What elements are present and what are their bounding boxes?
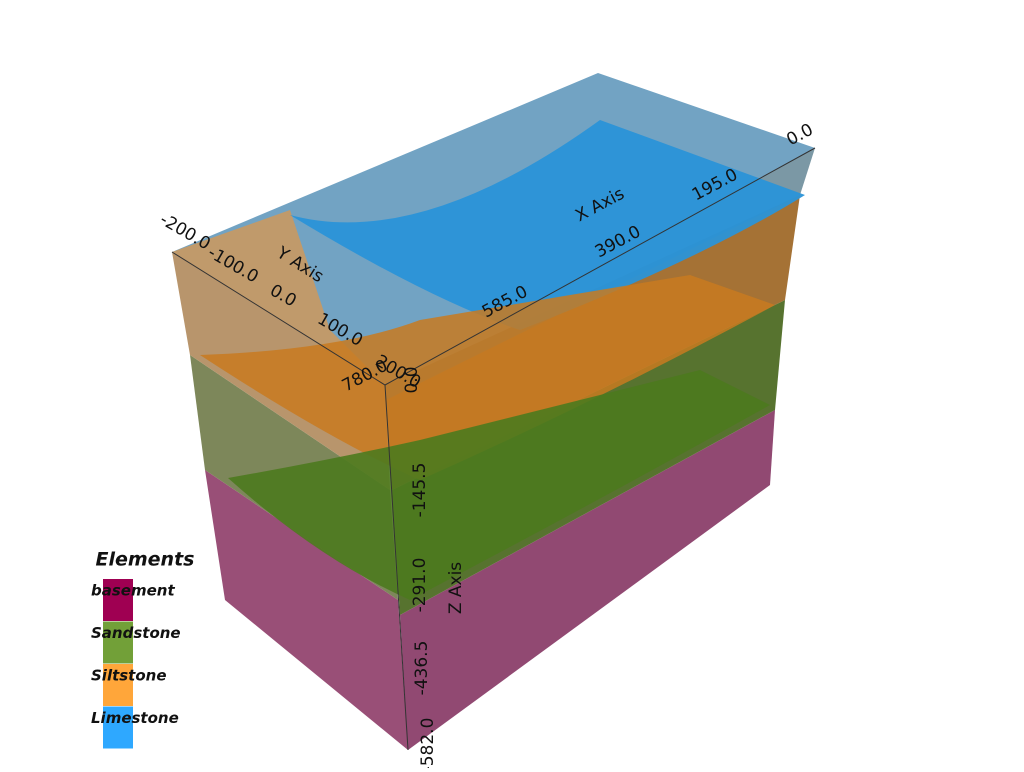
z-axis-title: Z Axis (446, 562, 466, 614)
top-siltstone (172, 210, 385, 385)
legend-swatch (103, 664, 133, 706)
siltstone-surface (200, 275, 775, 480)
sandstone-surface (228, 370, 770, 600)
legend-swatch (103, 706, 133, 749)
box-edge (384, 384, 409, 751)
z-tick-label: -291.0 (410, 558, 430, 613)
legend-title: Elements (96, 549, 195, 571)
right-basement (400, 410, 775, 750)
legend: basement Sandstone Siltstone Limestone (91, 579, 181, 749)
legend-swatch (103, 621, 133, 664)
legend-label: Limestone (91, 709, 179, 727)
z-tick-label: -582.0 (418, 718, 438, 768)
legend-label: basement (91, 582, 175, 600)
z-tick-label: -145.5 (410, 463, 430, 518)
legend-label: Sandstone (91, 624, 181, 642)
z-tick-label: -436.5 (412, 641, 432, 696)
legend-swatch (103, 579, 133, 621)
left-basement (205, 470, 408, 750)
legend-label: Siltstone (91, 667, 167, 685)
z-tick-label: 0.0 (402, 366, 422, 393)
limestone-surface (290, 120, 805, 330)
